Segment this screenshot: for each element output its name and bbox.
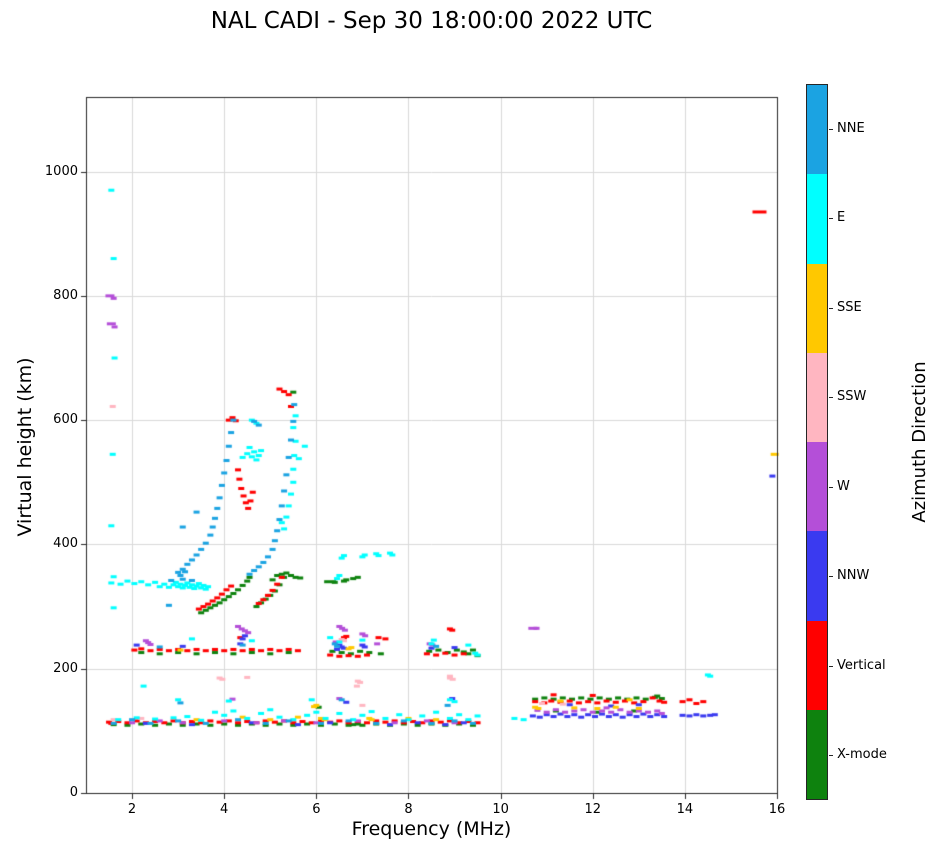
colorbar-tick-mark — [829, 308, 833, 309]
colorbar-segment-ssw — [807, 352, 827, 442]
colorbar-segment-x-mode — [807, 709, 827, 799]
x-tick-label: 4 — [220, 802, 229, 817]
y-tick-label: 200 — [53, 660, 78, 676]
y-tick-label: 800 — [53, 287, 78, 303]
x-tick-label: 6 — [312, 802, 321, 817]
x-tick-label: 14 — [676, 802, 694, 817]
colorbar-segment-nnw — [807, 531, 827, 621]
colorbar-tick-label-vertical: Vertical — [837, 657, 886, 673]
colorbar-tick-label-x-mode: X-mode — [837, 747, 887, 763]
colorbar-label: Azimuth Direction — [909, 361, 930, 523]
x-tick-label: 16 — [768, 802, 786, 817]
colorbar-segment-e — [807, 174, 827, 264]
x-tick-label: 8 — [404, 802, 413, 817]
colorbar-tick-mark — [829, 487, 833, 488]
colorbar-segment-w — [807, 442, 827, 532]
y-tick-label: 400 — [53, 536, 78, 552]
colorbar-tick-mark — [829, 218, 833, 219]
colorbar-tick-label-sse: SSE — [837, 299, 862, 315]
colorbar-segment-sse — [807, 263, 827, 353]
x-tick-label: 12 — [584, 802, 601, 817]
chart-title: NAL CADI - Sep 30 18:00:00 2022 UTC — [210, 8, 653, 34]
x-axis-label: Frequency (MHz) — [351, 818, 512, 840]
colorbar-tick-label-nnw: NNW — [837, 568, 870, 584]
y-tick-label: 0 — [69, 785, 78, 800]
colorbar-tick-label-e: E — [837, 210, 846, 226]
y-tick-label: 1000 — [44, 163, 78, 179]
colorbar-tick-mark — [829, 397, 833, 398]
colorbar — [806, 84, 828, 800]
x-tick-label: 10 — [492, 802, 509, 817]
y-axis-label: Virtual height (km) — [14, 357, 36, 537]
colorbar-tick-mark — [829, 666, 833, 667]
colorbar-tick-label-ssw: SSW — [837, 389, 867, 405]
x-tick-label: 2 — [127, 802, 137, 817]
colorbar-tick-mark — [829, 576, 833, 577]
colorbar-segment-vertical — [807, 620, 827, 710]
colorbar-tick-mark — [829, 755, 833, 756]
colorbar-tick-label-w: W — [837, 478, 850, 494]
colorbar-tick-mark — [829, 129, 833, 130]
colorbar-tick-label-nne: NNE — [837, 120, 865, 136]
colorbar-segment-nne — [807, 85, 827, 175]
y-tick-label: 600 — [53, 412, 78, 428]
